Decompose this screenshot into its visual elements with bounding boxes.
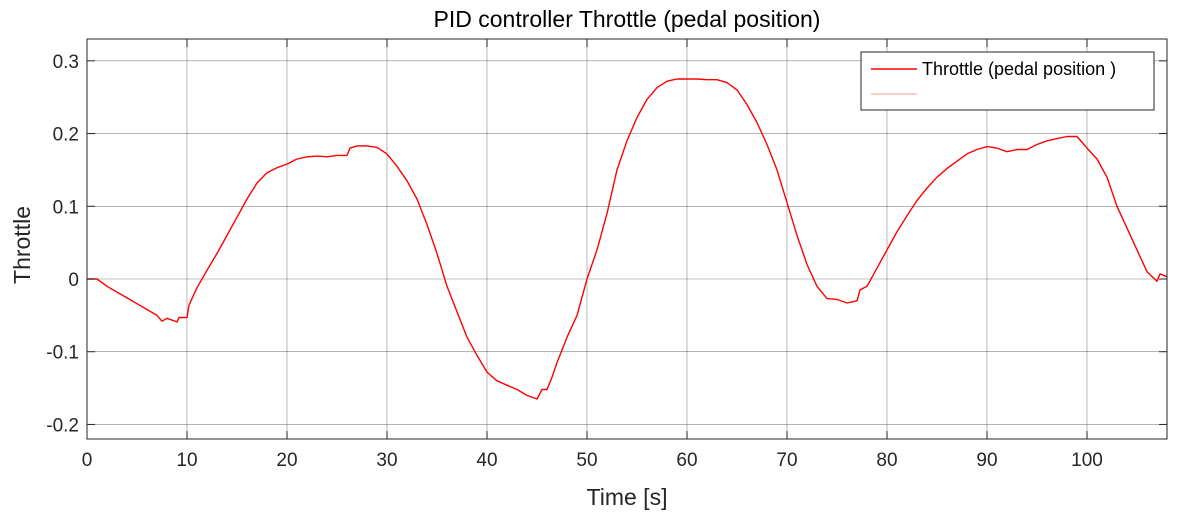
y-tick-label: 0.1: [53, 197, 79, 218]
y-tick-label: -0.1: [46, 343, 79, 364]
x-tick-label: 30: [376, 450, 397, 471]
y-tick-label: 0.2: [53, 125, 79, 146]
x-tick-label: 0: [82, 450, 93, 471]
chart-title: PID controller Throttle (pedal position): [434, 6, 821, 32]
x-tick-label: 20: [276, 450, 297, 471]
y-tick-label: -0.2: [46, 415, 79, 436]
x-axis-title: Time [s]: [587, 484, 668, 510]
series-layer: [87, 78, 1168, 400]
x-tick-label: 10: [176, 450, 197, 471]
x-tick-label: 100: [1071, 450, 1103, 471]
series-line-throttle: [87, 78, 1168, 400]
legend-box: [860, 51, 1155, 111]
x-tick-label: 50: [576, 450, 597, 471]
y-axis-title: Throttle: [9, 206, 35, 284]
y-tick-label: 0: [68, 270, 79, 291]
y-tick-label: 0.3: [53, 52, 79, 73]
plot-area-frame: [86, 38, 1168, 440]
x-tick-label: 70: [776, 450, 797, 471]
legend-label-throttle: Throttle (pedal position ): [922, 59, 1116, 79]
x-tick-label: 90: [976, 450, 997, 471]
axis-ticks: 0 10 20 30 40 50 60 70 80 90 100 -0.2 -0.1 0 0.1 0.2 0.3: [46, 39, 1167, 471]
x-tick-label: 40: [476, 450, 497, 471]
legend: Throttle (pedal position ): [860, 51, 1155, 111]
x-tick-label: 60: [676, 450, 697, 471]
x-tick-label: 80: [876, 450, 897, 471]
